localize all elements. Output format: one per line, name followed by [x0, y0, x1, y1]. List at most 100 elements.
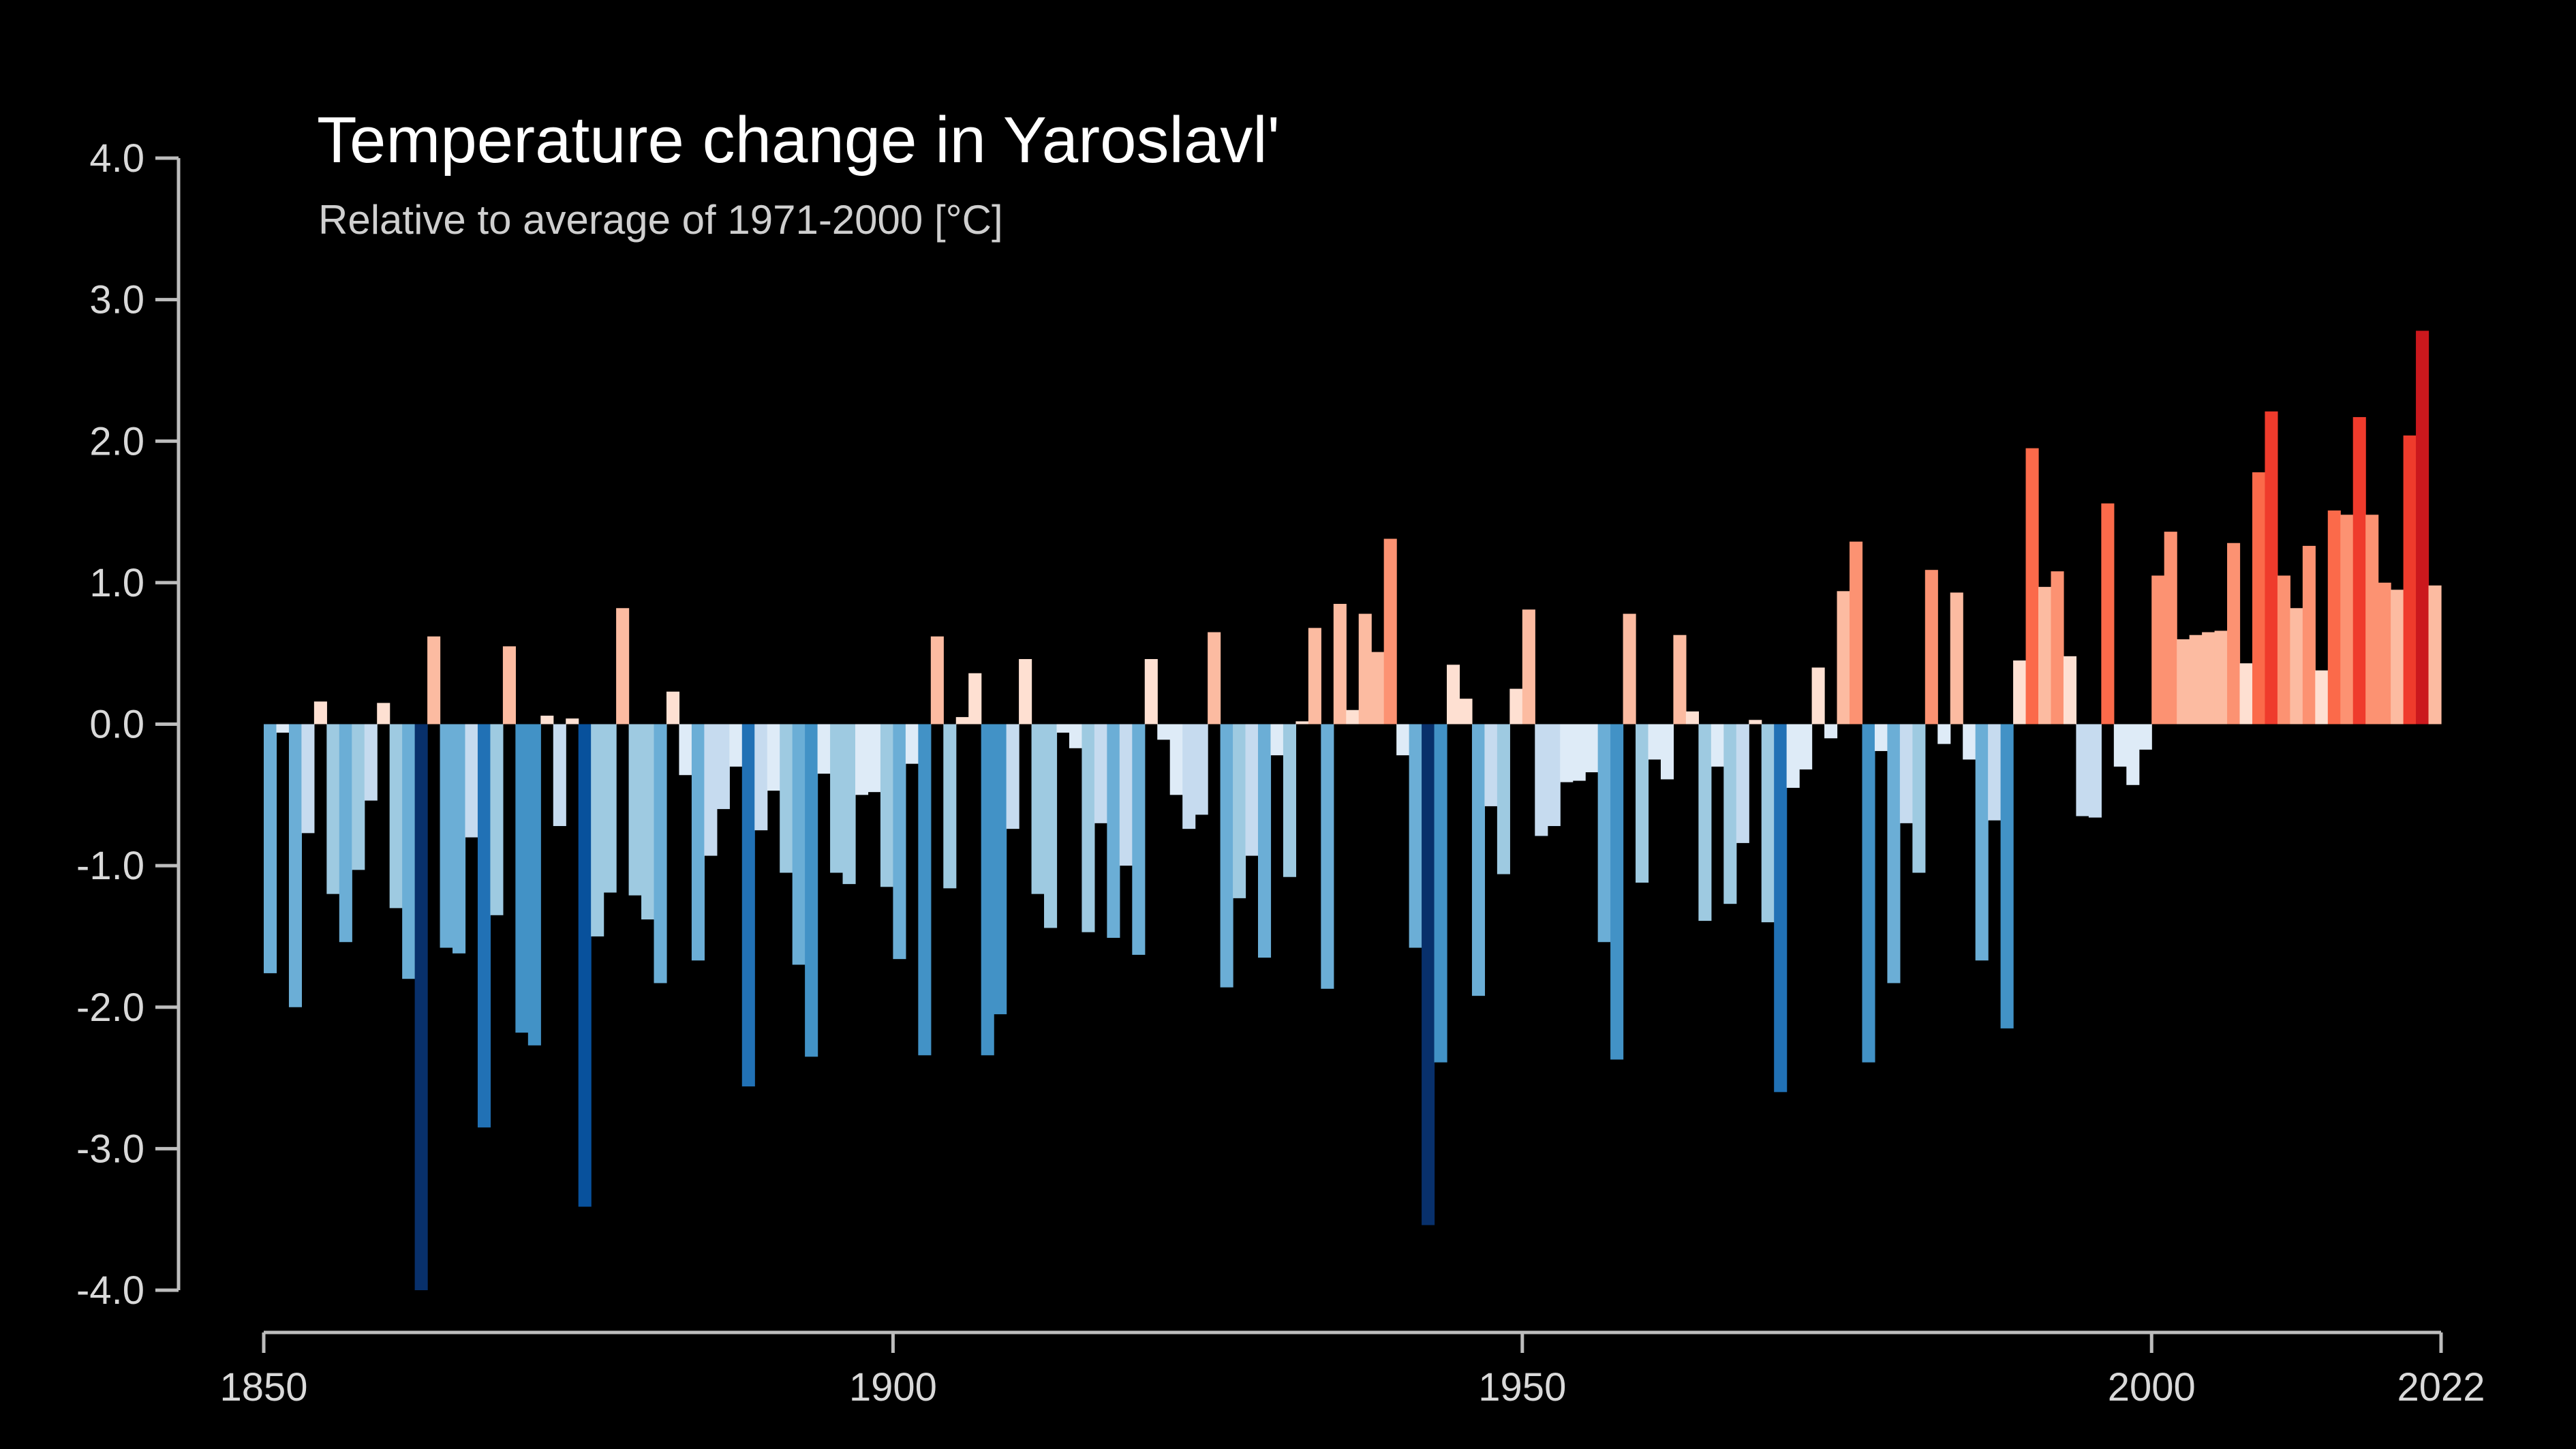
- bar-1903: [930, 636, 944, 724]
- bar-1985: [1963, 724, 1976, 760]
- y-tick-label: 2.0: [89, 419, 144, 463]
- bar-2003: [2189, 635, 2203, 724]
- bar-1891: [780, 724, 793, 873]
- bar-1873: [553, 724, 566, 826]
- chart-subtitle: Relative to average of 1971-2000 [°C]: [318, 197, 1003, 243]
- bar-1991: [2038, 587, 2052, 724]
- bar-1973: [1811, 667, 1825, 724]
- bar-1886: [716, 724, 730, 810]
- y-tick-label: -3.0: [76, 1127, 144, 1171]
- bar-1975: [1837, 591, 1850, 724]
- chart-title: Temperature change in Yaroslavl': [317, 104, 1280, 177]
- bar-1896: [842, 724, 856, 885]
- bar-1881: [654, 724, 667, 983]
- bar-1945: [1459, 699, 1473, 724]
- x-tick-label: 1950: [1478, 1365, 1566, 1409]
- bar-1910: [1019, 658, 1032, 724]
- bar-1867: [477, 724, 491, 1128]
- bar-1899: [880, 724, 894, 887]
- bar-1948: [1497, 724, 1510, 874]
- bar-1857: [352, 724, 365, 870]
- bar-1907: [981, 724, 994, 1056]
- bar-2001: [2164, 532, 2177, 724]
- bar-1883: [679, 724, 692, 776]
- bar-1940: [1396, 724, 1410, 756]
- x-tick-label: 1900: [849, 1365, 937, 1409]
- bar-1890: [767, 724, 780, 791]
- bar-1902: [918, 724, 932, 1056]
- bar-1923: [1182, 724, 1196, 829]
- bar-1916: [1094, 724, 1107, 823]
- y-tick-label: 1.0: [89, 561, 144, 605]
- bar-1953: [1560, 724, 1574, 782]
- bar-1879: [628, 724, 642, 896]
- bar-1961: [1660, 724, 1674, 780]
- bar-1865: [453, 724, 466, 954]
- bar-1956: [1597, 724, 1611, 943]
- bar-2009: [2265, 411, 2278, 724]
- bar-1963: [1685, 711, 1699, 724]
- bar-1904: [943, 724, 957, 889]
- bar-1934: [1321, 724, 1334, 989]
- bar-1941: [1409, 724, 1422, 948]
- bar-1877: [603, 724, 617, 893]
- bar-1957: [1610, 724, 1624, 1060]
- bar-1970: [1774, 724, 1788, 1093]
- bar-1874: [566, 718, 579, 724]
- bar-1938: [1371, 652, 1385, 724]
- bar-1884: [691, 724, 705, 961]
- bar-1850: [264, 724, 277, 973]
- bar-1936: [1346, 710, 1360, 724]
- bar-1852: [288, 724, 303, 1007]
- bar-2002: [2177, 639, 2190, 724]
- bar-1926: [1220, 724, 1233, 988]
- bar-1880: [641, 724, 655, 920]
- bar-1862: [414, 724, 428, 1290]
- x-tick-label: 1850: [219, 1365, 307, 1409]
- bar-1994: [2076, 724, 2089, 817]
- bar-1969: [1761, 724, 1775, 923]
- bar-1889: [754, 724, 768, 831]
- bar-1954: [1572, 724, 1586, 781]
- bar-1971: [1786, 724, 1800, 788]
- bar-1931: [1283, 724, 1296, 877]
- bar-1878: [616, 608, 630, 724]
- bar-1924: [1195, 724, 1208, 815]
- bar-1929: [1257, 724, 1272, 958]
- bar-1939: [1383, 538, 1397, 724]
- bar-2014: [2327, 510, 2341, 724]
- bar-1920: [1144, 658, 1158, 724]
- bar-1997: [2113, 724, 2127, 767]
- bar-1959: [1636, 724, 1649, 883]
- bar-1918: [1119, 724, 1133, 866]
- bar-2007: [2239, 663, 2253, 724]
- bar-1887: [729, 724, 743, 767]
- bar-1870: [515, 724, 529, 1033]
- bar-1851: [276, 724, 290, 733]
- bar-1905: [955, 717, 969, 724]
- y-axis: 4.0 3.0 2.0 1.0 0.0 -1.0 -2.0 -3.0 -4.0: [76, 136, 181, 1313]
- bar-1925: [1208, 632, 1221, 724]
- bar-1947: [1484, 724, 1498, 806]
- bar-1983: [1937, 724, 1951, 744]
- bar-1989: [2013, 660, 2027, 724]
- bar-1869: [502, 646, 516, 724]
- bar-1861: [402, 724, 416, 979]
- y-tick-label: 4.0: [89, 136, 144, 181]
- bar-1864: [440, 724, 453, 948]
- bar-1866: [465, 724, 478, 838]
- bar-1911: [1031, 724, 1045, 894]
- bar-1996: [2101, 503, 2115, 724]
- bar-1901: [905, 724, 919, 764]
- bar-1950: [1522, 609, 1535, 724]
- bar-1898: [868, 724, 881, 793]
- bar-1966: [1723, 724, 1737, 904]
- bar-1946: [1471, 724, 1486, 996]
- y-tick-label: -4.0: [76, 1268, 144, 1313]
- bar-2010: [2277, 575, 2290, 724]
- bar-1962: [1673, 635, 1687, 724]
- bar-1993: [2063, 656, 2077, 724]
- bar-2022: [2428, 585, 2442, 724]
- bar-1998: [2126, 724, 2140, 785]
- bar-2017: [2365, 515, 2379, 724]
